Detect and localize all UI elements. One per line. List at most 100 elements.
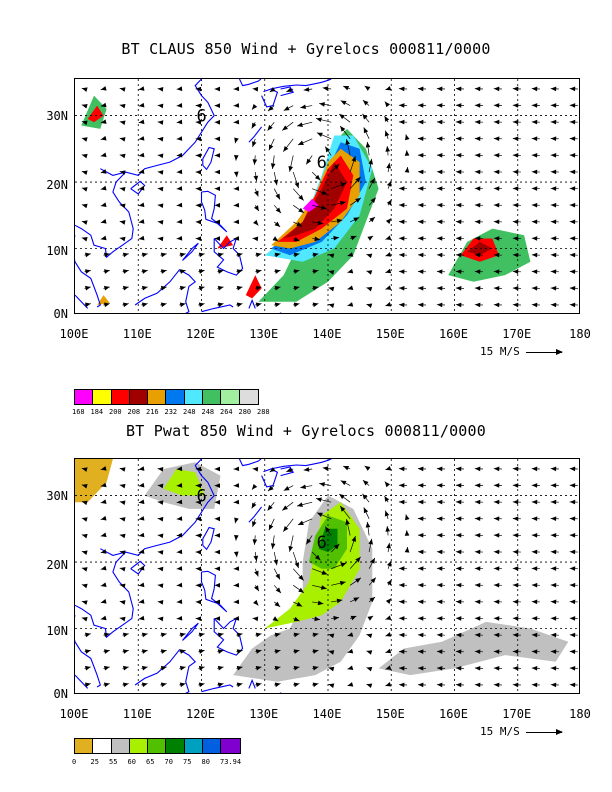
colorbar-swatch <box>148 390 167 404</box>
lat-label-10n: 10N <box>46 624 68 638</box>
wind-vector-head <box>474 649 481 655</box>
wind-vector-head <box>176 103 183 108</box>
wind-vector-head <box>233 219 240 225</box>
wind-vector-head <box>355 556 361 563</box>
wind-vector-head <box>550 103 557 108</box>
wind-vector-head <box>362 480 369 486</box>
wind-vector-head <box>569 169 576 175</box>
wind-vector-head <box>214 466 221 472</box>
wind-vector-head <box>398 119 405 125</box>
wind-vector-head <box>176 499 183 505</box>
pwat-colorbar <box>74 738 241 754</box>
wind-vector-head <box>417 516 424 522</box>
lon-label: 110E <box>122 327 152 341</box>
wind-vector-head <box>384 130 390 137</box>
wind-vector-head <box>474 599 481 605</box>
coastline <box>248 506 263 523</box>
wind-vector-head <box>436 202 443 208</box>
wind-vector-head <box>436 302 443 308</box>
wind-vector-head <box>179 285 186 291</box>
wind-vector-head <box>493 632 500 638</box>
wind-vector-head <box>417 466 424 472</box>
wind-vector-head <box>273 559 279 566</box>
wind-vector-head <box>531 499 538 505</box>
wind-vector-head <box>103 252 110 258</box>
wind-vector-head <box>272 616 279 622</box>
wind-vector-head <box>455 152 462 158</box>
wind-vector-head <box>122 632 129 638</box>
wind-vector-head <box>417 269 424 275</box>
wind-vector-head <box>321 190 328 195</box>
wind-vector-head <box>385 598 392 604</box>
wind-vector-head <box>455 136 462 142</box>
wind-vector-head <box>103 632 110 638</box>
wind-vector-head <box>254 570 259 577</box>
wind-vector-head <box>398 616 405 621</box>
wind-vector-head <box>569 649 576 655</box>
wind-vector-head <box>233 582 240 588</box>
wind-vector-head <box>493 219 500 225</box>
wind-vector-head <box>370 177 375 184</box>
wind-vector-head <box>386 199 392 206</box>
wind-vector-head <box>436 169 443 175</box>
coastline <box>261 468 279 488</box>
wind-vector-head <box>550 202 557 208</box>
wind-vector-head <box>531 466 538 472</box>
wind-vector-head <box>198 252 205 258</box>
wind-vector-head <box>297 520 304 525</box>
wind-vector-head <box>100 185 107 191</box>
wind-vector-head <box>233 119 240 125</box>
wind-vector-head <box>119 103 126 109</box>
wind-vector-head <box>195 533 202 538</box>
wind-vector-head <box>300 104 307 110</box>
cloud-s-red <box>245 275 262 299</box>
lon-label: 120E <box>186 327 215 341</box>
wind-vector-head <box>398 599 405 605</box>
wind-vector-head <box>512 466 519 472</box>
wind-vector-head <box>255 302 262 308</box>
wind-vector-head <box>455 532 462 538</box>
wind-vector-head <box>234 517 239 524</box>
colorbar-tick-label: 70 <box>164 758 173 766</box>
wind-vector-head <box>474 582 481 588</box>
wind-vector-head <box>293 682 300 688</box>
colorbar-swatch <box>203 390 222 404</box>
wind-vector-head <box>474 483 481 488</box>
wind-vector-head <box>385 252 392 257</box>
wind-vector-head <box>252 466 259 472</box>
wind-vector-head <box>100 219 107 224</box>
wind-vector-head <box>233 103 240 108</box>
wind-vector-head <box>493 119 500 125</box>
wind-vector-head <box>569 202 576 208</box>
wind-vector-head <box>214 549 221 555</box>
wind-vector-head <box>176 532 183 538</box>
wind-vector-head <box>253 555 259 562</box>
colorbar-swatch <box>111 739 130 753</box>
wind-vector-head <box>474 269 481 275</box>
wind-vector-head <box>550 616 557 621</box>
lon-label: 140E <box>312 707 342 721</box>
wind-vector-head <box>255 269 262 274</box>
wind-vector-head <box>195 583 202 588</box>
wind-vector-head <box>569 302 576 308</box>
wind-vector-head <box>569 269 576 275</box>
colorbar-tick-label: 208 <box>127 408 141 416</box>
wind-vector-head <box>214 186 221 192</box>
wind-vector-head <box>531 549 538 555</box>
wind-vector-head <box>436 119 443 125</box>
lat-label-0n: 0N <box>53 307 68 321</box>
wind-vector-head <box>298 207 304 213</box>
wind-vector-head <box>100 515 107 521</box>
wind-vector-head <box>236 285 243 291</box>
wind-vector-head <box>436 649 443 655</box>
lon-label: 110E <box>122 707 152 721</box>
wind-vector-head <box>417 119 424 125</box>
wind-vector-head <box>345 519 350 525</box>
wind-vector-head <box>288 166 294 172</box>
wind-vector-head <box>417 649 424 655</box>
wind-vector-head <box>233 186 240 191</box>
wind-vector-head <box>474 119 481 125</box>
wind-vector-head <box>385 665 392 670</box>
wind-vector-head <box>493 202 500 208</box>
wind-vector-head <box>512 599 519 605</box>
